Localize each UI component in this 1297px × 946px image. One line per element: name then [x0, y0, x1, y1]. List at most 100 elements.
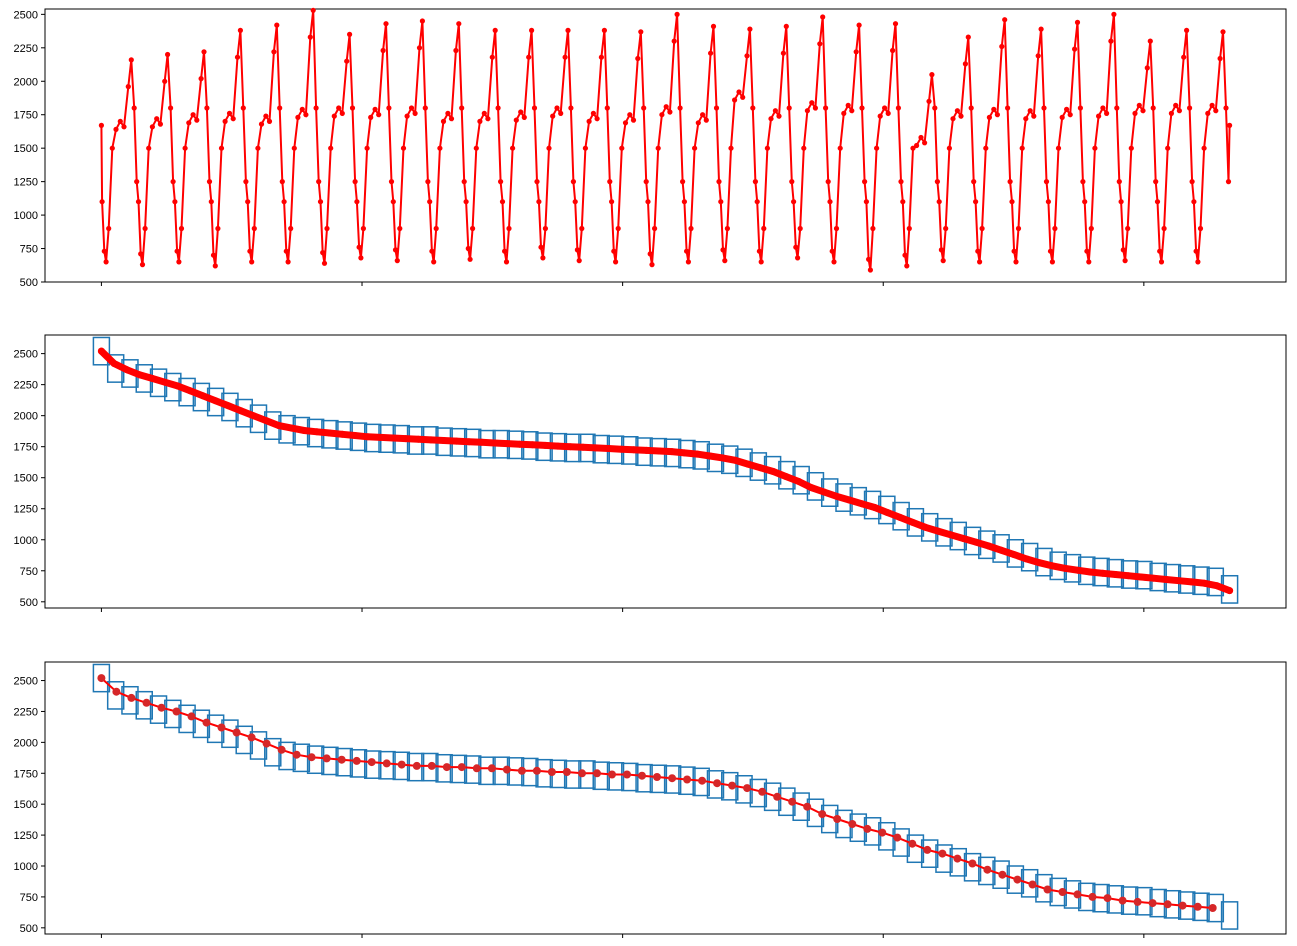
data-point [437, 145, 443, 151]
data-point [506, 225, 512, 232]
data-point [546, 145, 552, 151]
data-point [719, 454, 726, 462]
data-point [1175, 577, 1183, 585]
data-point [442, 763, 451, 772]
data-point [139, 262, 146, 268]
data-point [176, 259, 182, 265]
data-point [972, 538, 980, 546]
data-point [1191, 199, 1197, 205]
y-tick-label: 500 [20, 277, 38, 289]
data-point [793, 244, 799, 250]
data-point [874, 145, 880, 151]
data-point [521, 114, 527, 120]
data-point [383, 21, 389, 27]
data-point [331, 113, 337, 119]
data-point [780, 50, 787, 56]
data-point [110, 360, 118, 367]
data-point [688, 225, 694, 232]
data-point [1209, 102, 1215, 108]
data-point [758, 787, 767, 796]
data-point [541, 441, 549, 449]
data-point [994, 112, 1001, 118]
data-point [307, 34, 313, 40]
y-tick-label: 1000 [14, 210, 38, 222]
data-point [1158, 259, 1165, 265]
data-point [1157, 248, 1163, 254]
y-tick-label: 750 [20, 244, 38, 256]
data-point [752, 179, 759, 185]
data-point [605, 445, 612, 452]
data-point [1074, 566, 1081, 574]
data-point [908, 839, 917, 848]
y-tick-label: 1750 [14, 442, 38, 454]
data-point [820, 488, 828, 496]
data-point [617, 445, 625, 453]
data-point [783, 23, 789, 29]
data-point [756, 248, 763, 254]
data-point [1197, 225, 1204, 232]
data-point [947, 531, 955, 539]
data-point [722, 258, 728, 264]
data-point [871, 504, 879, 511]
data-point [1061, 564, 1069, 572]
data-point [1165, 145, 1171, 151]
data-point [1120, 247, 1126, 253]
y-tick-label: 2250 [14, 43, 38, 55]
data-point [1086, 568, 1094, 576]
data-point [862, 179, 868, 185]
data-point [237, 27, 243, 33]
data-point [106, 225, 112, 232]
data-point [655, 145, 661, 151]
segment-box [378, 750, 396, 780]
data-point [965, 34, 971, 40]
data-point [999, 43, 1005, 50]
data-point [608, 770, 616, 779]
data-point [659, 112, 665, 118]
segment-box [1006, 865, 1025, 894]
data-point [572, 199, 578, 205]
data-point [635, 55, 641, 62]
data-point [579, 443, 587, 451]
data-point [337, 755, 346, 764]
data-point [364, 433, 372, 441]
data-point [604, 105, 610, 111]
data-point [975, 248, 981, 254]
data-point [502, 248, 508, 254]
data-point [360, 225, 366, 232]
data-point [837, 145, 843, 151]
data-point [1055, 145, 1062, 151]
data-point [590, 110, 597, 116]
data-point [291, 145, 297, 151]
data-point [998, 870, 1007, 879]
data-point [732, 97, 738, 103]
data-point [909, 518, 917, 526]
data-point [818, 810, 827, 819]
data-point [607, 179, 613, 185]
data-point [368, 114, 374, 120]
data-point [313, 428, 321, 436]
data-point [1027, 108, 1033, 114]
data-point [138, 251, 144, 257]
data-point [643, 179, 649, 185]
data-point [1088, 892, 1097, 901]
data-point [848, 820, 857, 828]
data-point [498, 179, 504, 185]
data-point [1080, 179, 1086, 185]
data-point [1092, 145, 1098, 151]
data-point [338, 430, 346, 438]
segment-box [406, 752, 425, 782]
data-point [358, 255, 364, 261]
data-point [680, 179, 686, 185]
data-point [1213, 582, 1221, 590]
data-point [959, 535, 967, 542]
axes-1-raw-signal: 500 750 1000 1250 1500 1750 2000 2250 2500 [14, 7, 1287, 289]
data-point [592, 444, 600, 452]
data-point [677, 105, 683, 111]
data-point [1045, 199, 1051, 205]
data-point [1176, 108, 1182, 114]
data-point [431, 259, 437, 265]
data-point [623, 770, 631, 779]
data-point [638, 771, 646, 780]
data-point [402, 435, 410, 443]
data-point [1038, 26, 1044, 32]
